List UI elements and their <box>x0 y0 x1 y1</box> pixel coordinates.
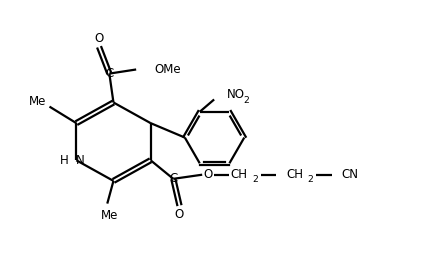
Text: CH: CH <box>231 168 248 181</box>
Text: O: O <box>204 168 213 181</box>
Text: Me: Me <box>101 209 118 222</box>
Text: C: C <box>105 67 113 80</box>
Text: CN: CN <box>341 168 358 181</box>
Text: CH: CH <box>286 168 303 181</box>
Text: 2: 2 <box>252 175 258 184</box>
Text: 2: 2 <box>243 96 249 105</box>
Text: 2: 2 <box>308 175 314 184</box>
Text: Me: Me <box>29 95 47 108</box>
Text: OMe: OMe <box>155 63 181 76</box>
Text: C: C <box>169 172 177 185</box>
Text: O: O <box>175 208 184 221</box>
Text: H: H <box>60 154 69 167</box>
Text: N: N <box>76 154 85 167</box>
Text: NO: NO <box>227 88 244 101</box>
Text: O: O <box>94 32 104 45</box>
